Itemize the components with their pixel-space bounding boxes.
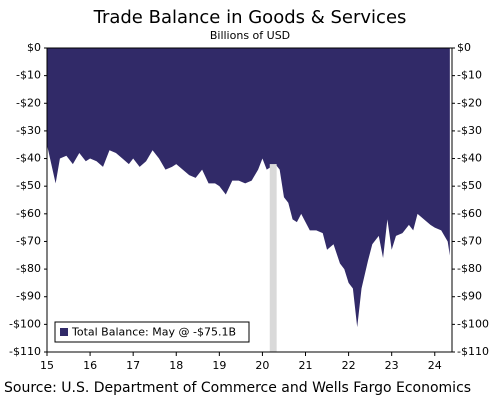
legend-box [54, 321, 250, 343]
y2-tick-label: -$70 [457, 234, 482, 247]
x-tick-label: 15 [40, 359, 54, 372]
chart-subtitle: Billions of USD [210, 29, 290, 42]
y2-tick-label: -$100 [457, 317, 489, 330]
y2-tick-label: -$10 [457, 69, 482, 82]
legend-swatch [60, 328, 68, 336]
x-tick-label: 18 [169, 359, 183, 372]
x-tick-label: 21 [299, 359, 313, 372]
y2-tick-label: $0 [457, 41, 471, 54]
y-tick-label: -$60 [16, 207, 41, 220]
y2-tick-label: -$50 [457, 179, 482, 192]
y2-tick-label: -$60 [457, 207, 482, 220]
x-tick-label: 16 [83, 359, 97, 372]
plot-frame [46, 47, 453, 353]
y2-tick-label: -$90 [457, 290, 482, 303]
area [47, 48, 450, 328]
y-tick-label: -$110 [9, 345, 41, 358]
source: Source: U.S. Department of Commerce and … [4, 380, 471, 396]
y2-tick-label: -$80 [457, 262, 482, 275]
y-tick-label: -$30 [16, 124, 41, 137]
y-tick-label: -$50 [16, 179, 41, 192]
x-tick-label: 20 [255, 359, 269, 372]
recession-shade [269, 164, 277, 352]
y2-tick-label: -$40 [457, 152, 482, 165]
y-tick-label: -$10 [16, 69, 41, 82]
x-tick-label: 24 [428, 359, 442, 372]
y-tick-label: -$70 [16, 234, 41, 247]
y-tick-label: -$90 [16, 290, 41, 303]
y-tick-label: -$40 [16, 152, 41, 165]
y-tick-label: -$20 [16, 96, 41, 109]
chart-title: Trade Balance in Goods & Services [93, 7, 407, 28]
y-tick-label: $0 [27, 41, 41, 54]
y2-tick-label: -$30 [457, 124, 482, 137]
x-tick-label: 19 [212, 359, 226, 372]
x-tick-label: 23 [385, 359, 399, 372]
legend-label: Total Balance: May @ -$75.1B [71, 326, 236, 339]
y-tick-label: -$80 [16, 262, 41, 275]
x-tick-label: 22 [342, 359, 356, 372]
y2-tick-label: -$110 [457, 345, 489, 358]
y2-tick-label: -$20 [457, 96, 482, 109]
x-tick-label: 17 [126, 359, 140, 372]
y-tick-label: -$100 [9, 317, 41, 330]
